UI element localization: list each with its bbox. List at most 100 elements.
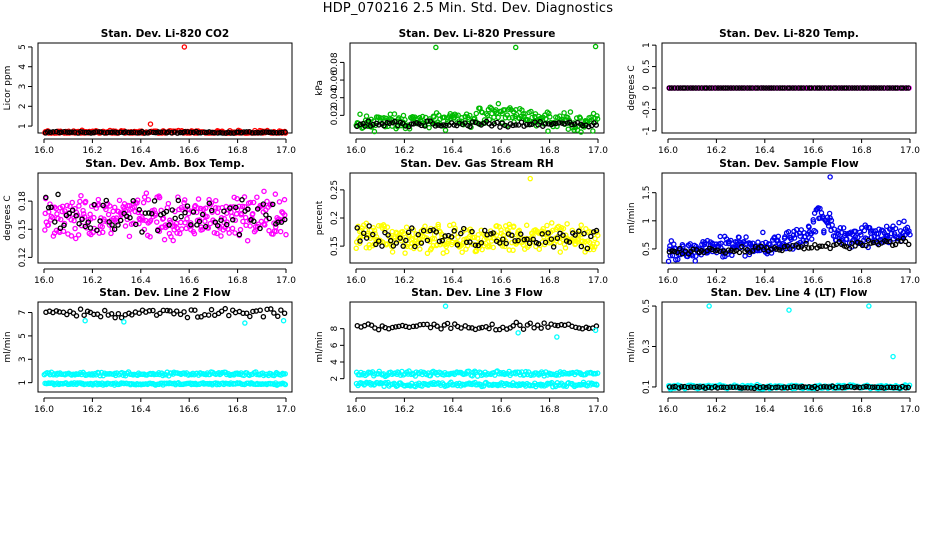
data-point	[671, 241, 677, 247]
data-point	[353, 245, 359, 252]
data-point	[451, 122, 457, 128]
data-point	[442, 233, 448, 239]
data-point	[905, 384, 912, 391]
x-tick-label: 17.0	[900, 405, 920, 415]
data-point	[484, 112, 491, 119]
data-point	[442, 127, 449, 133]
data-point	[823, 384, 830, 390]
data-point	[458, 325, 464, 331]
data-point	[592, 235, 598, 242]
data-point	[173, 220, 180, 227]
series-scatter	[42, 188, 289, 244]
data-point	[545, 230, 551, 236]
data-point	[121, 380, 127, 387]
y-tick-label: 0.1	[642, 380, 652, 394]
y-tick-label: 0.02	[330, 105, 340, 125]
data-point	[766, 384, 772, 390]
data-point	[455, 112, 461, 118]
y-axis-label: percent	[315, 200, 325, 235]
data-point	[277, 228, 284, 235]
data-point	[209, 129, 215, 136]
data-point	[195, 196, 202, 202]
y-axis: 1 2 3 4 5	[18, 44, 33, 129]
data-point	[675, 256, 681, 263]
y-tick-label: 2	[330, 376, 340, 382]
data-point	[111, 204, 118, 211]
data-point	[739, 85, 745, 91]
data-point	[401, 230, 407, 237]
data-point	[100, 202, 106, 209]
data-point	[482, 227, 488, 234]
data-point	[75, 232, 82, 238]
data-point	[771, 85, 777, 91]
data-point	[214, 230, 220, 237]
x-tick-label: 16.4	[131, 405, 151, 415]
data-point	[271, 310, 277, 316]
data-point	[403, 224, 410, 230]
data-point	[198, 371, 204, 377]
data-point	[260, 201, 267, 207]
data-point	[239, 203, 246, 210]
data-point	[825, 240, 831, 247]
data-point	[373, 241, 379, 248]
data-point	[412, 243, 418, 250]
data-point	[552, 322, 558, 328]
x-tick-label: 16.6	[803, 146, 823, 156]
data-point	[85, 129, 92, 136]
data-point	[521, 236, 527, 243]
data-point	[537, 118, 543, 125]
data-point	[391, 111, 398, 117]
data-point	[64, 311, 70, 318]
data-point	[208, 200, 215, 206]
data-point	[417, 246, 423, 252]
data-point	[241, 129, 247, 135]
outlier-point	[121, 319, 127, 325]
data-point	[240, 218, 246, 225]
data-points	[353, 43, 601, 135]
data-point	[206, 129, 212, 135]
outlier-point	[181, 44, 188, 50]
data-point	[228, 130, 234, 136]
data-point	[184, 314, 191, 321]
data-point	[718, 384, 725, 390]
data-point	[488, 105, 495, 112]
data-point	[690, 246, 696, 253]
y-axis: 0.12 0.15 0.18	[18, 191, 33, 267]
data-point	[135, 209, 142, 216]
data-point	[402, 123, 409, 129]
data-point	[863, 383, 869, 390]
data-point	[266, 227, 272, 234]
data-point	[47, 129, 54, 136]
outlier-point	[527, 175, 533, 182]
y-axis: 0.5 1 1.5	[642, 186, 657, 256]
data-point	[896, 219, 902, 226]
data-point	[375, 222, 382, 229]
data-point	[233, 211, 240, 217]
y-tick-label: 1	[642, 218, 652, 224]
data-point	[91, 214, 97, 221]
data-point	[747, 249, 753, 255]
data-point	[357, 238, 363, 244]
data-point	[854, 239, 861, 246]
data-point	[889, 242, 896, 249]
data-point	[554, 235, 561, 241]
data-point	[510, 223, 517, 230]
data-point	[154, 227, 161, 234]
data-point	[45, 222, 52, 228]
data-point	[431, 236, 438, 242]
data-point	[55, 191, 61, 198]
plot-frame	[661, 301, 917, 393]
data-point	[434, 323, 440, 329]
y-tick-label: 8	[330, 326, 340, 332]
data-point	[715, 85, 721, 91]
data-point	[682, 85, 688, 91]
data-point	[870, 85, 877, 91]
x-tick-label: 16.8	[540, 146, 560, 156]
data-point	[668, 238, 675, 244]
data-point	[102, 307, 108, 314]
data-point	[50, 233, 57, 239]
data-point	[547, 114, 553, 120]
data-point	[503, 240, 509, 247]
data-point	[696, 85, 702, 91]
data-point	[884, 384, 891, 390]
